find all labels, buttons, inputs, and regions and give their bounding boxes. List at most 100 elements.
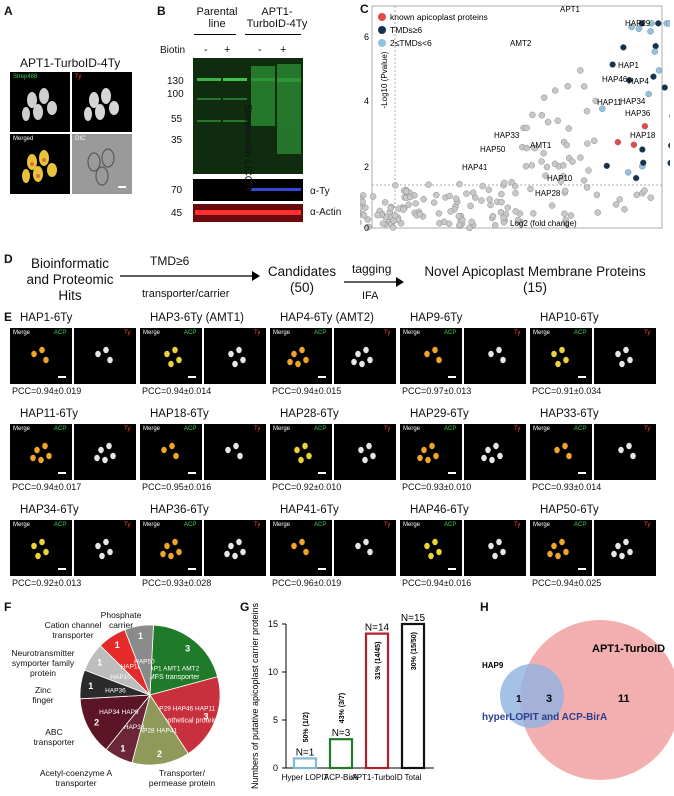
panelA-ty-image: Ty [72,72,132,132]
panelE-title: HAP3-6Ty (AMT1) [150,312,244,324]
panelF-label-acetyl: Acetyl-coenzyme A transporter [39,768,113,788]
panelC-annotation: AMT1 [530,141,552,150]
panelC-annotation: HAP50 [480,145,506,154]
panelE-scale-bar [448,376,456,378]
panelE-pcc: PCC=0.94±0.014 [142,386,212,396]
panelE-ty-image: Ty [334,520,396,576]
panelB-marker-130: 130 [167,76,184,87]
panelC-point [560,162,567,169]
panelE-merge-label: Merge [143,522,161,528]
panelC-point [522,163,530,170]
panelE-ty-label: Ty [384,330,391,336]
panelE-pcc: PCC=0.92±0.010 [272,482,342,492]
panelE-scale-bar [188,376,196,378]
panelD-arrow2-top: tagging [352,262,392,276]
panelC-point [412,200,419,207]
panelE-merge-label: Merge [533,426,551,432]
panelE-ty-image: Ty [594,520,656,576]
panelE-ty-label: Ty [514,426,521,432]
panelA-dic-label: DIC [75,136,86,142]
panelE-ty-image: Ty [464,424,526,480]
panelE-merge-image: Merge ACP [140,328,202,384]
panelC-point [621,206,628,213]
panelE-acp-label: ACP [444,330,457,336]
panelD-arrow2-bottom: IFA [362,290,379,302]
panelC-point [542,172,549,179]
panel-label-h: H [480,600,489,614]
panelH-overlap: 3 [546,693,552,705]
panelE-merge-image: Merge ACP [400,424,462,480]
panelC-point [616,196,623,203]
panelC-ytick-4: 4 [364,96,369,106]
panel-label-f: F [4,600,12,614]
panelC-annotation: HAP1 [618,61,639,70]
panelF-slice [149,624,219,696]
panelA-dic-image: DIC [72,134,132,194]
panelC-xtick-0: 0 [443,239,448,240]
panelE-merge-label: Merge [273,522,291,528]
panelG-bar-percent-label: 31% (14/45) [375,642,382,680]
panelC-point [647,194,654,201]
panelC-legend-known: known apicoplast proteins [390,12,488,22]
panelC-point [416,211,424,218]
panelF-slice-members: HAP29 HAP46 HAP11 [150,705,215,712]
panelE-acp-label: ACP [314,330,327,336]
panelH-venn-diagram: APT1-TurboID HAP9 1 3 11 hyperLOPIT and … [482,620,674,780]
panelC-point [365,223,372,231]
panelC-point [512,208,519,215]
panelC-point [577,154,584,161]
panelC-point [504,204,511,211]
panelC-point [435,210,443,217]
panelC-xtick-2: 2 [520,239,525,240]
panelC-annotation: HAP4 [628,77,649,86]
panelC-point [655,20,662,27]
panelE-ty-image: Ty [74,520,136,576]
panelC-point [635,25,643,32]
panelC-point [514,216,522,224]
panelC-point [381,199,389,206]
panel-label-c: C [360,2,369,16]
panelE-acp-label: ACP [444,522,457,528]
panelC-point [583,184,591,191]
panelC-point [625,169,632,176]
panelF-slice-members: HAP28 HAP41 [134,728,177,735]
panelG-bar-percent-label: 30% (15/50) [411,632,418,670]
panelB-biotin-label: Biotin [160,45,186,56]
panelE-title: HAP50-6Ty [540,504,599,516]
panelC-point [557,178,565,185]
panelE-title: HAP11-6Ty [20,408,78,420]
panelF-slice [131,694,189,766]
panelC-point [390,217,397,224]
panelE-merge-image: Merge ACP [530,424,592,480]
panelC-annotation: HAP18 [630,131,656,140]
panelC-point [531,144,538,152]
panelC-point [392,182,399,189]
panelG-ylabel: Numbers of putative apicoplast carrier p… [250,602,260,789]
panelG-ytick-label: 10 [268,667,278,677]
panelC-point [612,201,620,208]
panelB-marker-45: 45 [171,208,183,219]
panelE-merge-image: Merge ACP [530,328,592,384]
panelF-slice-members: HAP34 HAP9 [99,709,139,716]
panelF-slice-members: HAP10 [110,674,131,681]
panelE-title: HAP9-6Ty [410,312,463,324]
panelC-point [360,219,362,226]
panelC-point [609,61,616,68]
panelE-merge-label: Merge [403,522,421,528]
panelE-scale-bar [448,472,456,474]
panelC-point [580,177,588,184]
panelC-point [463,190,470,197]
panelC-point [599,105,606,112]
panelB-ty-blot [193,179,303,201]
panelC-points [360,20,670,232]
panelC-point [467,202,474,210]
panelE-ty-image: Ty [204,328,266,384]
panelA-scale-bar [118,186,126,188]
panelC-point [661,84,668,91]
panelB-marker-35: 35 [171,135,183,146]
panelC-annotation: HAP36 [625,109,651,118]
panelB-marker-70: 70 [171,185,183,196]
panelE-pcc: PCC=0.94±0.017 [12,482,82,492]
panelC-point [456,180,463,188]
